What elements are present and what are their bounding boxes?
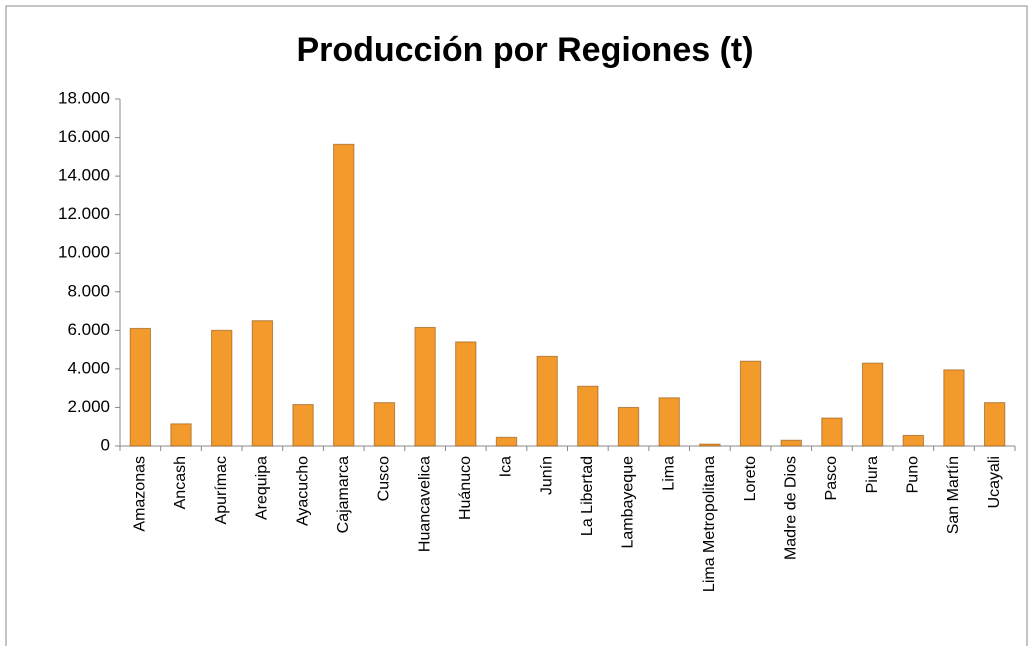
bar bbox=[251, 320, 274, 447]
bar bbox=[739, 360, 762, 447]
bar bbox=[333, 143, 355, 447]
y-tick-label: 16.000 bbox=[58, 127, 110, 146]
x-tick-label: Ucayali bbox=[986, 456, 1003, 508]
bar bbox=[699, 443, 721, 447]
bar bbox=[943, 369, 965, 447]
x-tick-label: Pasco bbox=[823, 456, 840, 501]
bar bbox=[983, 402, 1006, 447]
x-tick-label: Huánuco bbox=[457, 456, 474, 520]
x-tick-label: San Martín bbox=[945, 456, 962, 534]
y-tick-label: 12.000 bbox=[58, 204, 110, 223]
bar bbox=[821, 417, 843, 447]
x-tick-label: Loreto bbox=[742, 456, 759, 501]
chart-border bbox=[5, 5, 1028, 646]
y-tick-label: 6.000 bbox=[67, 320, 110, 339]
y-tick-label: 14.000 bbox=[58, 166, 110, 185]
bar bbox=[129, 327, 152, 447]
x-tick-label: Madre de Dios bbox=[782, 456, 799, 560]
bar bbox=[211, 329, 233, 447]
x-tick-label: Lima Metropolitana bbox=[701, 456, 718, 592]
bar bbox=[170, 423, 192, 447]
bar bbox=[861, 362, 884, 447]
x-tick-label: Apurímac bbox=[213, 456, 230, 524]
y-tick-label: 2.000 bbox=[67, 397, 110, 416]
bar bbox=[577, 385, 599, 447]
y-tick-label: 8.000 bbox=[67, 281, 110, 300]
x-tick-label: Cusco bbox=[376, 456, 393, 501]
bar bbox=[495, 436, 518, 447]
x-tick-label: Piura bbox=[864, 456, 881, 493]
bar bbox=[780, 439, 802, 447]
x-tick-label: Amazonas bbox=[132, 456, 149, 532]
y-tick-label: 18.000 bbox=[58, 88, 110, 107]
x-tick-label: Ayacucho bbox=[294, 456, 311, 526]
bar bbox=[455, 341, 477, 447]
bar bbox=[536, 355, 558, 447]
chart-title: Producción por Regiones (t) bbox=[296, 31, 753, 69]
bar bbox=[373, 402, 396, 447]
bar bbox=[414, 326, 436, 447]
y-tick-label: 4.000 bbox=[67, 358, 110, 377]
x-tick-label: Cajamarca bbox=[335, 456, 352, 533]
x-tick-label: Lambayeque bbox=[620, 456, 637, 549]
y-tick-label: 10.000 bbox=[58, 243, 110, 262]
y-tick-label: 0 bbox=[101, 435, 110, 454]
bar bbox=[902, 434, 924, 447]
x-tick-label: Ancash bbox=[172, 456, 189, 509]
x-tick-label: Huancavelica bbox=[416, 456, 433, 552]
bar bbox=[658, 397, 680, 447]
x-tick-label: Junín bbox=[538, 456, 555, 495]
x-tick-label: Ica bbox=[498, 456, 515, 477]
x-tick-label: La Libertad bbox=[579, 456, 596, 536]
x-tick-label: Puno bbox=[905, 456, 922, 493]
x-tick-label: Arequipa bbox=[254, 456, 271, 520]
bar bbox=[292, 404, 314, 447]
x-tick-label: Lima bbox=[660, 456, 677, 491]
bar bbox=[617, 406, 640, 447]
